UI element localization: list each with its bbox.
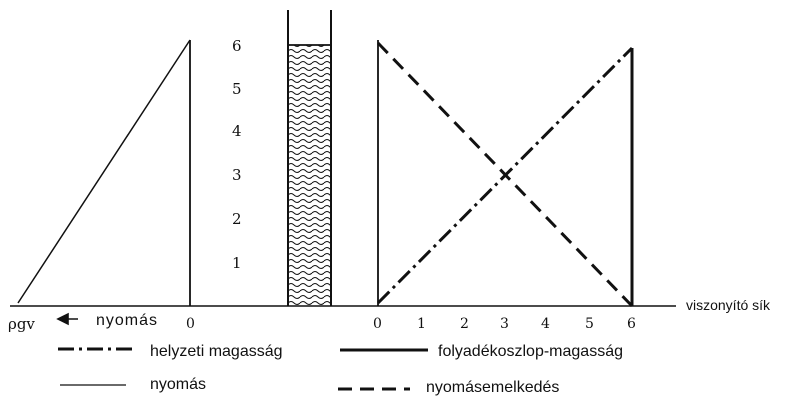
scale-tick-1: 1 xyxy=(232,254,242,272)
pressure-arrow-icon xyxy=(56,312,78,326)
scale-tick-3: 3 xyxy=(232,166,242,184)
x-tick-6: 6 xyxy=(627,316,636,332)
rho-g-h-label: ρgv xyxy=(8,315,35,333)
scale-tick-5: 5 xyxy=(232,80,242,98)
height-scale: 6 5 4 3 2 1 xyxy=(232,37,242,272)
pressure-zero-label: 0 xyxy=(186,316,195,332)
pressure-axis-label: nyomás xyxy=(96,312,158,329)
x-tick-0: 0 xyxy=(373,316,382,332)
liquid-fill xyxy=(288,45,331,306)
x-tick-2: 2 xyxy=(460,316,469,332)
x-tick-1: 1 xyxy=(417,316,426,332)
legend-pressure-label: nyomás xyxy=(150,376,206,393)
legend-position-head-label: helyzeti magasság xyxy=(150,343,283,360)
scale-tick-4: 4 xyxy=(232,122,242,140)
head-diagram xyxy=(376,40,634,308)
scale-tick-2: 2 xyxy=(232,210,242,228)
x-tick-5: 5 xyxy=(585,316,594,332)
head-x-ticks: 0 1 2 3 4 5 6 xyxy=(373,316,636,332)
legend-pressure-rise-label: nyomásemelkedés xyxy=(426,379,559,396)
x-tick-3: 3 xyxy=(500,316,509,332)
liquid-column xyxy=(287,10,332,306)
pressure-triangle-hypotenuse xyxy=(17,39,191,304)
reference-plane-label: viszonyító sík xyxy=(686,297,771,313)
position-head-line xyxy=(376,46,634,305)
legend-liquid-column-label: folyadékoszlop-magasság xyxy=(438,343,623,360)
legend: helyzeti magasság folyadékoszlop-magassá… xyxy=(58,343,623,396)
x-tick-4: 4 xyxy=(541,316,550,332)
scale-tick-6: 6 xyxy=(232,37,242,55)
